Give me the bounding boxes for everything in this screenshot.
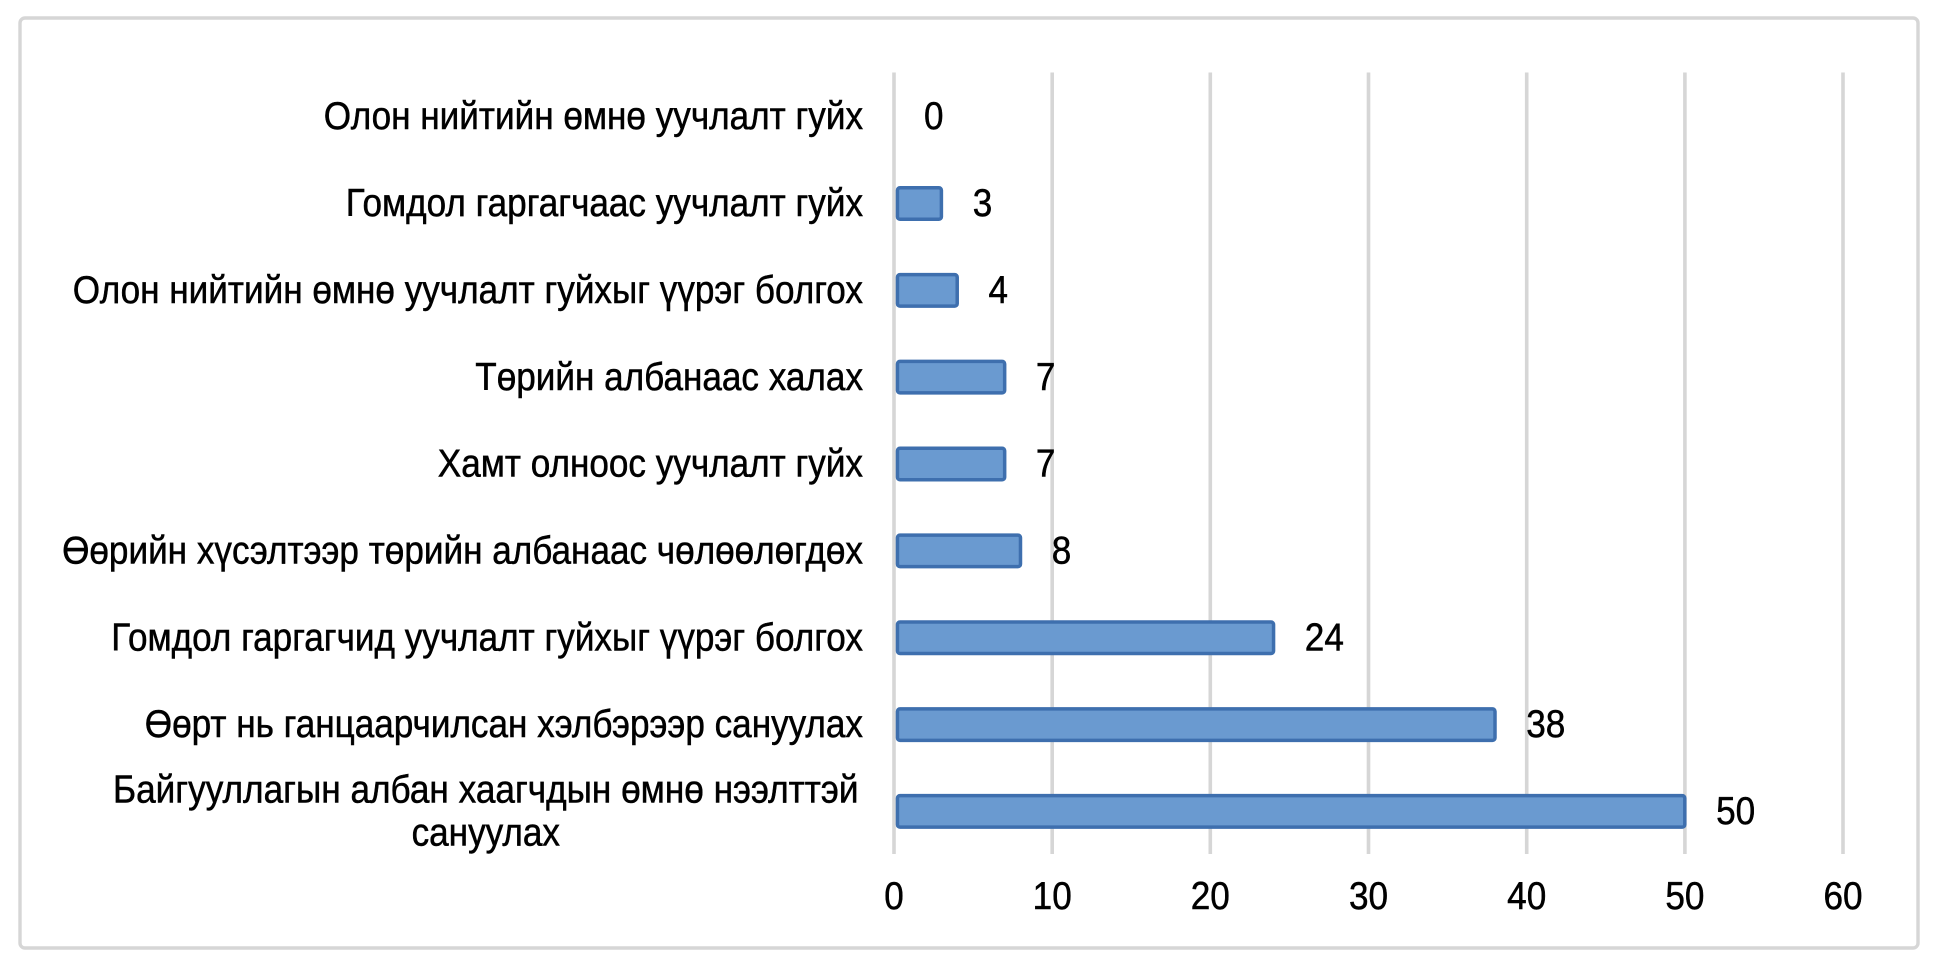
svg-text:Байгууллагын албан хаагчдын өм: Байгууллагын албан хаагчдын өмнө нээлттэ… [113,769,859,812]
svg-text:3: 3 [973,182,993,225]
svg-text:0: 0 [924,95,944,138]
svg-text:4: 4 [989,269,1009,312]
svg-text:Төрийн албанаас халах: Төрийн албанаас халах [475,356,863,399]
svg-text:Олон нийтийн өмнө уучлалт гуйх: Олон нийтийн өмнө уучлалт гуйх [324,95,863,138]
svg-text:Өөрийн хүсэлтээр төрийн албана: Өөрийн хүсэлтээр төрийн албанаас чөлөөлө… [62,530,863,573]
svg-text:Гомдол гаргагчаас уучлалт гуйх: Гомдол гаргагчаас уучлалт гуйх [346,182,863,225]
svg-text:50: 50 [1716,790,1755,833]
svg-text:Гомдол гаргагчид уучлалт гуйхы: Гомдол гаргагчид уучлалт гуйхыг үүрэг бо… [111,616,863,659]
svg-text:10: 10 [1033,875,1072,918]
svg-text:20: 20 [1191,875,1230,918]
svg-text:Өөрт нь ганцаарчилсан хэлбэрээ: Өөрт нь ганцаарчилсан хэлбэрээр сануулах [145,703,863,746]
svg-text:40: 40 [1507,875,1546,918]
svg-text:7: 7 [1036,356,1056,399]
svg-text:Олон нийтийн өмнө уучлалт гуйх: Олон нийтийн өмнө уучлалт гуйхыг үүрэг б… [73,269,863,312]
svg-text:50: 50 [1665,875,1704,918]
svg-text:Хамт олноос уучлалт гуйх: Хамт олноос уучлалт гуйх [438,443,863,486]
svg-text:7: 7 [1036,443,1056,486]
svg-text:24: 24 [1305,616,1344,659]
svg-text:сануулах: сануулах [412,812,560,855]
svg-text:0: 0 [884,875,904,918]
svg-text:60: 60 [1823,875,1862,918]
svg-text:8: 8 [1052,530,1072,573]
svg-text:30: 30 [1349,875,1388,918]
svg-text:38: 38 [1526,703,1565,746]
